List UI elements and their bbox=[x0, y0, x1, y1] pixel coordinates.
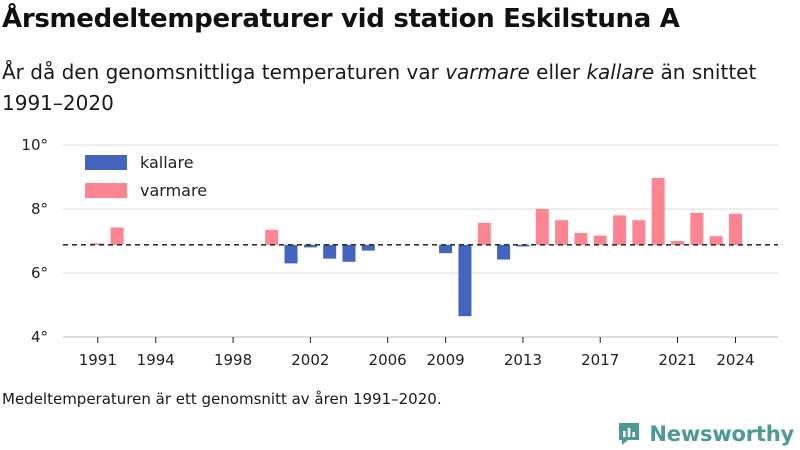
bar-2019 bbox=[632, 220, 646, 245]
x-tick-label-2021: 2021 bbox=[658, 351, 696, 369]
bar-2015 bbox=[555, 220, 569, 245]
bar-2023 bbox=[709, 236, 723, 245]
brand-name: Newsworthy bbox=[649, 422, 794, 446]
y-tick-label-10: 10° bbox=[21, 136, 48, 154]
bar-2011 bbox=[477, 222, 491, 245]
legend-swatch-varmare bbox=[85, 183, 127, 198]
bar-2009 bbox=[439, 244, 453, 254]
bar-2005 bbox=[361, 244, 375, 251]
bar-2010 bbox=[458, 244, 472, 317]
newsworthy-logo-icon bbox=[619, 423, 640, 445]
y-tick-label-6: 6° bbox=[31, 264, 48, 282]
y-tick-label-4: 4° bbox=[31, 328, 48, 346]
x-tick-label-1998: 1998 bbox=[214, 351, 252, 369]
bar-2004 bbox=[342, 244, 356, 262]
bar-2021 bbox=[671, 241, 685, 245]
bar-2003 bbox=[323, 244, 337, 259]
bar-2001 bbox=[284, 244, 298, 264]
bar-2020 bbox=[651, 177, 665, 245]
x-tick-label-2009: 2009 bbox=[427, 351, 465, 369]
legend-label-varmare: varmare bbox=[140, 181, 207, 200]
subtitle-text-2: eller bbox=[529, 60, 587, 84]
chart-title: Årsmedeltemperaturer vid station Eskilst… bbox=[2, 4, 680, 34]
x-tick-label-2024: 2024 bbox=[716, 351, 754, 369]
subtitle-text-3: än snittet 1991–2020 bbox=[2, 60, 757, 115]
x-axis-ticks: 1991 1994 1998 2002 2006 2009 2013 2017 2021 2024 bbox=[79, 337, 755, 369]
bar-2002 bbox=[303, 244, 317, 248]
bar-2024 bbox=[728, 213, 742, 245]
bar-2016 bbox=[574, 233, 588, 245]
subtitle-emphasis-colder: kallare bbox=[586, 60, 655, 84]
bar-1992 bbox=[110, 227, 124, 245]
x-tick-label-2013: 2013 bbox=[504, 351, 542, 369]
bar-chart: 4° 6° 8° 10° 1991 1994 1998 2002 2006 2009 2013 20… bbox=[21, 136, 778, 369]
legend-label-kallare: kallare bbox=[140, 153, 194, 172]
bar-2014 bbox=[535, 209, 549, 245]
y-tick-label-8: 8° bbox=[31, 200, 48, 218]
bar-2012 bbox=[497, 244, 511, 260]
subtitle-text-1: År då den genomsnittliga temperaturen va… bbox=[2, 60, 446, 84]
x-tick-label-1991: 1991 bbox=[79, 351, 117, 369]
x-tick-label-2006: 2006 bbox=[369, 351, 407, 369]
x-tick-label-2002: 2002 bbox=[291, 351, 329, 369]
bar-2022 bbox=[690, 212, 704, 245]
bar-2000 bbox=[265, 229, 279, 245]
x-tick-label-2017: 2017 bbox=[581, 351, 619, 369]
legend-swatch-kallare bbox=[85, 155, 127, 170]
footnote: Medeltemperaturen är ett genomsnitt av å… bbox=[2, 390, 442, 408]
chart-subtitle: År då den genomsnittliga temperaturen va… bbox=[2, 57, 782, 119]
bar-1991 bbox=[91, 243, 105, 245]
x-tick-label-1994: 1994 bbox=[137, 351, 175, 369]
y-axis-ticks: 4° 6° 8° 10° bbox=[21, 136, 48, 346]
brand-logo[interactable]: Newsworthy bbox=[617, 420, 794, 448]
legend: kallare varmare bbox=[85, 153, 207, 200]
bar-2017 bbox=[593, 235, 607, 245]
subtitle-emphasis-warmer: varmare bbox=[445, 60, 530, 84]
bar-2018 bbox=[613, 215, 627, 245]
